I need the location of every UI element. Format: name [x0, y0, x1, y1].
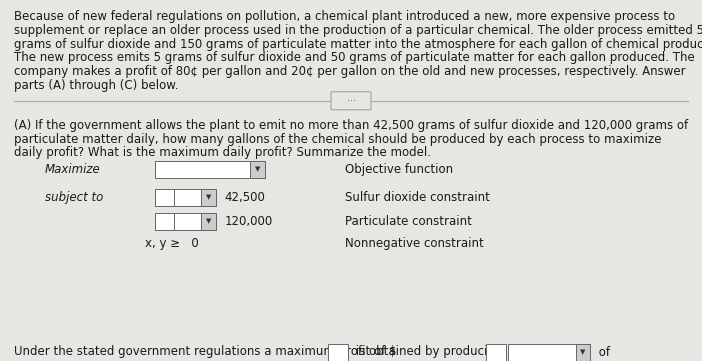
Text: ▼: ▼	[255, 166, 260, 173]
Bar	[155, 161, 265, 178]
Bar	[201, 213, 216, 230]
Text: ▼: ▼	[580, 349, 585, 355]
FancyBboxPatch shape	[331, 92, 371, 110]
Bar	[155, 213, 174, 230]
Bar	[328, 344, 348, 361]
Text: ▼: ▼	[206, 218, 211, 225]
Bar	[174, 213, 216, 230]
Text: Sulfur dioxide constraint: Sulfur dioxide constraint	[345, 191, 490, 204]
Text: parts (A) through (C) below.: parts (A) through (C) below.	[14, 79, 178, 92]
Text: grams of sulfur dioxide and 150 grams of particulate matter into the atmosphere : grams of sulfur dioxide and 150 grams of…	[14, 38, 702, 51]
Text: The new process emits 5 grams of sulfur dioxide and 50 grams of particulate matt: The new process emits 5 grams of sulfur …	[14, 51, 695, 64]
Text: is obtained by producing: is obtained by producing	[352, 345, 506, 358]
Text: company makes a profit of 80¢ per gallon and 20¢ per gallon on the old and new p: company makes a profit of 80¢ per gallon…	[14, 65, 686, 78]
Text: supplement or replace an older process used in the production of a particular ch: supplement or replace an older process u…	[14, 24, 702, 37]
Bar	[508, 344, 590, 361]
Text: Because of new federal regulations on pollution, a chemical plant introduced a n: Because of new federal regulations on po…	[14, 10, 675, 23]
Bar	[174, 189, 216, 206]
Bar	[486, 344, 506, 361]
Text: Under the stated government regulations a maximum profit of $: Under the stated government regulations …	[14, 345, 397, 358]
Bar	[155, 189, 174, 206]
Text: x, y ≥   0: x, y ≥ 0	[145, 237, 199, 250]
Bar	[201, 189, 216, 206]
Text: particulate matter daily, how many gallons of the chemical should be produced by: particulate matter daily, how many gallo…	[14, 132, 661, 145]
Text: ▼: ▼	[206, 195, 211, 200]
Text: subject to: subject to	[45, 191, 103, 204]
Text: Maximize: Maximize	[45, 163, 101, 176]
Text: ···: ···	[347, 96, 355, 106]
Text: of: of	[595, 345, 610, 358]
Text: Particulate constraint: Particulate constraint	[345, 215, 472, 228]
Text: daily profit? What is the maximum daily profit? Summarize the model.: daily profit? What is the maximum daily …	[14, 147, 431, 160]
Text: (A) If the government allows the plant to emit no more than 42,500 grams of sulf: (A) If the government allows the plant t…	[14, 119, 688, 132]
Text: 42,500: 42,500	[224, 191, 265, 204]
Text: Objective function: Objective function	[345, 163, 453, 176]
Bar	[250, 161, 265, 178]
Text: Nonnegative constraint: Nonnegative constraint	[345, 237, 484, 250]
Bar	[576, 344, 590, 361]
Text: 120,000: 120,000	[224, 215, 272, 228]
